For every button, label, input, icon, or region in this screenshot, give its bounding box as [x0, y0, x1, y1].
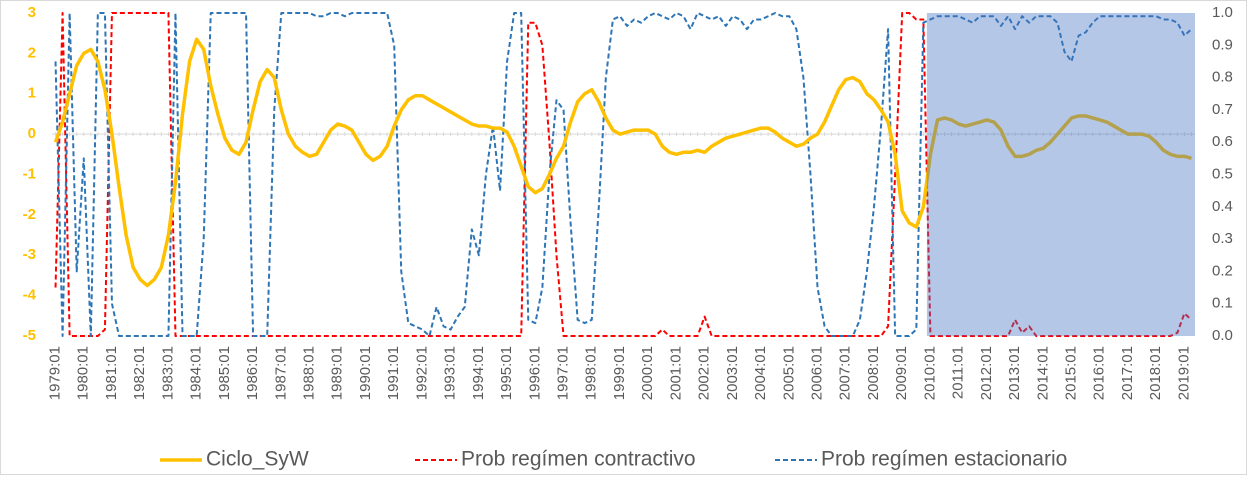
x-tick-label: 1983:01	[159, 346, 176, 400]
x-tick-label: 1988:01	[300, 346, 317, 400]
x-tick-label: 1985:01	[216, 346, 233, 400]
x-tick-label: 1981:01	[103, 346, 120, 400]
x-tick-label: 1987:01	[272, 346, 289, 400]
y2-tick-label: 0.3	[1212, 230, 1233, 247]
x-tick-label: 2002:01	[696, 346, 713, 400]
x-tick-label: 2001:01	[667, 346, 684, 400]
y2-tick-label: 0.4	[1212, 198, 1233, 215]
x-tick-label: 2010:01	[921, 346, 938, 400]
legend-label: Prob regímen contractivo	[461, 448, 696, 471]
x-tick-label: 1980:01	[75, 346, 92, 400]
x-tick-label: 1994:01	[470, 346, 487, 400]
y-tick-label: 2	[28, 44, 36, 61]
y-tick-label: -1	[23, 165, 36, 182]
y2-tick-label: 0.8	[1212, 69, 1233, 86]
x-tick-label: 1986:01	[244, 346, 261, 400]
y-tick-label: -4	[23, 287, 37, 304]
x-tick-label: 1979:01	[46, 346, 63, 400]
x-tick-label: 2007:01	[837, 346, 854, 400]
x-tick-label: 2004:01	[752, 346, 769, 400]
x-tick-label: 1992:01	[413, 346, 430, 400]
series-line	[54, 12, 1193, 337]
y-tick-label: -5	[23, 327, 36, 344]
y-tick-label: 3	[28, 4, 36, 21]
legend-label: Prob regímen estacionario	[821, 448, 1067, 471]
x-tick-label: 1998:01	[583, 346, 600, 400]
x-tick-label: 1996:01	[526, 346, 543, 400]
y-tick-label: -2	[23, 206, 36, 223]
x-tick-label: 2003:01	[724, 346, 741, 400]
x-tick-label: 2019:01	[1175, 346, 1192, 400]
y2-tick-label: 0.7	[1212, 101, 1233, 118]
x-tick-label: 2014:01	[1034, 346, 1051, 400]
x-tick-label: 2008:01	[865, 346, 882, 400]
y2-tick-label: 1.0	[1212, 4, 1233, 21]
x-tick-label: 2015:01	[1062, 346, 1079, 400]
y-tick-label: 1	[28, 85, 36, 102]
y2-tick-label: 0.0	[1212, 327, 1233, 344]
y2-tick-label: 0.1	[1212, 295, 1233, 312]
x-tick-label: 1995:01	[498, 346, 515, 400]
legend-label: Ciclo_SyW	[206, 448, 309, 471]
x-tick-label: 2013:01	[1006, 346, 1023, 400]
x-tick-label: 1997:01	[554, 346, 571, 400]
y2-tick-label: 0.2	[1212, 262, 1233, 279]
y-tick-label: 0	[28, 125, 36, 142]
x-tick-label: 1991:01	[385, 346, 402, 400]
highlight-region	[926, 13, 1195, 336]
x-tick-label: 2016:01	[1091, 346, 1108, 400]
y-tick-label: -3	[23, 246, 36, 263]
x-tick-label: 2012:01	[978, 346, 995, 400]
x-tick-label: 1984:01	[188, 346, 205, 400]
x-tick-label: 1982:01	[131, 346, 148, 400]
x-tick-label: 1999:01	[611, 346, 628, 400]
x-tick-label: 2011:01	[950, 346, 967, 399]
x-tick-label: 2018:01	[1147, 346, 1164, 400]
x-tick-label: 2009:01	[893, 346, 910, 400]
x-tick-label: 1990:01	[357, 346, 374, 400]
x-tick-label: 2005:01	[780, 346, 797, 400]
y2-tick-label: 0.6	[1212, 133, 1233, 150]
x-tick-label: 2017:01	[1119, 346, 1136, 400]
x-tick-label: 2006:01	[808, 346, 825, 400]
x-tick-label: 1989:01	[329, 346, 346, 400]
x-tick-label: 2000:01	[639, 346, 656, 400]
x-tick-label: 1993:01	[442, 346, 459, 400]
y2-tick-label: 0.5	[1212, 165, 1233, 182]
series-line	[54, 12, 1193, 337]
y2-tick-label: 0.9	[1212, 36, 1233, 53]
series-line	[53, 37, 1192, 288]
